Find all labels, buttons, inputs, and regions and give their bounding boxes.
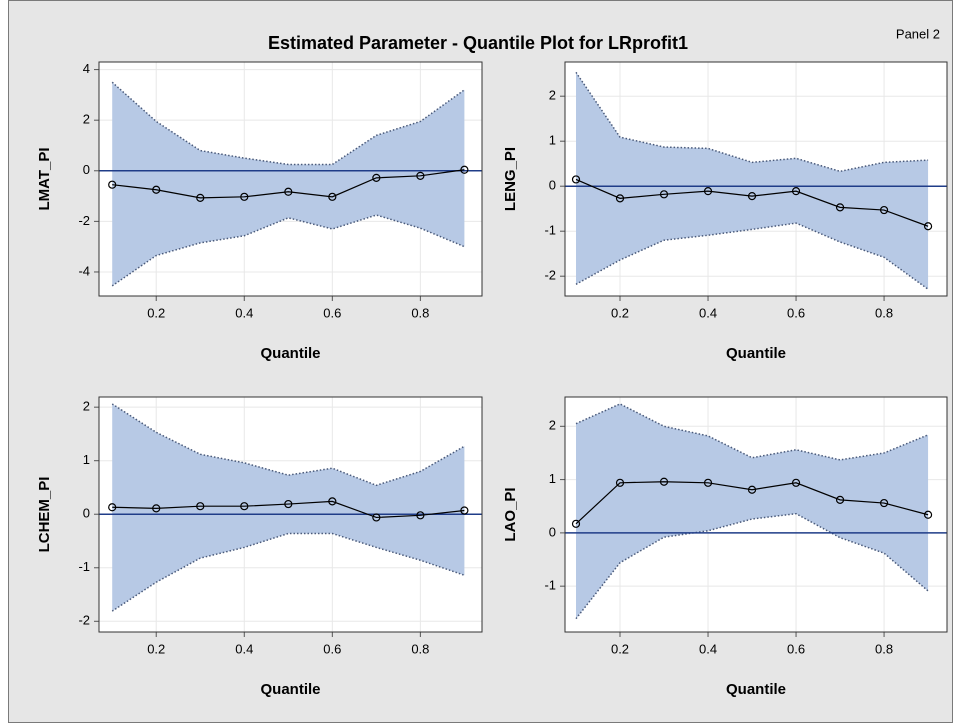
estimate-marker	[372, 173, 381, 182]
x-axis-label: Quantile	[726, 681, 786, 698]
y-axis-label: LENG_PI	[502, 147, 519, 211]
x-tick-label: 0.4	[699, 641, 717, 656]
x-tick-label: 0.6	[323, 305, 341, 320]
x-tick-label: 0.8	[875, 641, 893, 656]
y-tick-label: 2	[549, 88, 556, 103]
estimate-marker	[835, 495, 845, 504]
confidence-band	[576, 72, 929, 290]
estimate-marker	[108, 503, 117, 512]
y-tick-label: -1	[544, 223, 556, 238]
estimate-marker	[747, 192, 757, 201]
y-tick-label: 0	[549, 178, 556, 193]
chart-title: Estimated Parameter - Quantile Plot for …	[268, 33, 688, 53]
y-tick-label: 2	[83, 112, 90, 127]
estimate-line	[575, 481, 929, 525]
panel-label: Panel 2	[896, 26, 940, 41]
x-tick-label: 0.2	[611, 641, 629, 656]
y-tick-label: 0	[83, 162, 90, 177]
y-tick-label: -2	[544, 268, 556, 283]
estimate-marker	[571, 175, 581, 184]
estimate-marker	[196, 502, 205, 511]
estimate-marker	[791, 187, 801, 196]
estimate-marker	[923, 222, 933, 231]
x-tick-label: 0.4	[235, 305, 253, 320]
y-tick-label: 1	[549, 471, 556, 486]
estimate-marker	[240, 502, 249, 511]
y-tick-label: -4	[78, 263, 90, 278]
estimate-marker	[659, 190, 669, 199]
estimate-marker	[196, 193, 205, 202]
estimate-marker	[879, 205, 889, 215]
estimate-line	[112, 500, 465, 519]
y-tick-label: -1	[78, 559, 90, 574]
estimate-line	[575, 178, 929, 227]
confidence-band	[112, 82, 465, 286]
y-axis-label: LAO_PI	[502, 487, 519, 541]
plot-frame	[98, 61, 483, 297]
estimate-marker	[615, 478, 625, 487]
estimate-marker	[152, 504, 161, 513]
estimate-marker	[791, 478, 801, 487]
y-tick-label: 1	[549, 133, 556, 148]
estimate-marker	[747, 485, 757, 494]
upper-limit-line	[575, 71, 929, 173]
y-tick-label: 0	[549, 524, 556, 539]
x-tick-label: 0.8	[411, 305, 429, 320]
y-tick-label: 0	[83, 506, 90, 521]
estimate-marker	[615, 194, 625, 203]
plot-frame	[564, 61, 948, 297]
estimate-marker	[659, 477, 669, 486]
x-tick-label: 0.4	[235, 641, 253, 656]
estimate-marker	[328, 192, 337, 201]
x-tick-label: 0.6	[787, 305, 805, 320]
estimate-marker	[416, 171, 425, 180]
x-tick-label: 0.6	[323, 641, 341, 656]
estimate-marker	[284, 187, 293, 196]
y-axis-label: LMAT_PI	[36, 147, 53, 210]
x-axis-label: Quantile	[726, 345, 786, 362]
y-tick-label: 2	[83, 399, 90, 414]
x-tick-label: 0.2	[147, 305, 165, 320]
estimate-marker	[571, 519, 581, 528]
y-tick-label: -2	[78, 613, 90, 628]
estimate-marker	[372, 513, 381, 522]
estimate-marker	[152, 185, 161, 194]
estimate-marker	[416, 511, 425, 520]
y-axis-label: LCHEM_PI	[36, 477, 53, 553]
estimate-marker	[460, 506, 469, 515]
estimate-marker	[703, 478, 713, 487]
x-tick-label: 0.2	[147, 641, 165, 656]
estimate-marker	[284, 499, 293, 509]
y-tick-label: 1	[83, 452, 90, 467]
x-axis-label: Quantile	[260, 345, 320, 362]
x-tick-label: 0.4	[699, 305, 717, 320]
estimate-marker	[835, 203, 845, 212]
estimate-marker	[240, 192, 249, 201]
lower-limit-line	[575, 512, 929, 620]
confidence-band	[576, 403, 929, 619]
estimate-marker	[328, 497, 337, 506]
y-tick-label: -1	[544, 578, 556, 593]
estimate-marker	[879, 498, 889, 508]
lower-limit-line	[111, 532, 465, 612]
estimate-marker	[460, 165, 469, 174]
x-tick-label: 0.8	[875, 305, 893, 320]
x-axis-label: Quantile	[260, 681, 320, 698]
y-tick-label: 4	[83, 61, 90, 76]
estimate-marker	[703, 187, 713, 196]
plot-frame	[98, 396, 483, 633]
estimate-marker	[108, 180, 117, 189]
x-tick-label: 0.6	[787, 641, 805, 656]
estimate-marker	[923, 510, 933, 519]
plot-frame	[564, 396, 948, 633]
upper-limit-line	[111, 81, 465, 166]
y-tick-label: -2	[78, 213, 90, 228]
x-tick-label: 0.2	[611, 305, 629, 320]
estimate-line	[112, 169, 465, 199]
x-tick-label: 0.8	[411, 641, 429, 656]
y-tick-label: 2	[549, 418, 556, 433]
